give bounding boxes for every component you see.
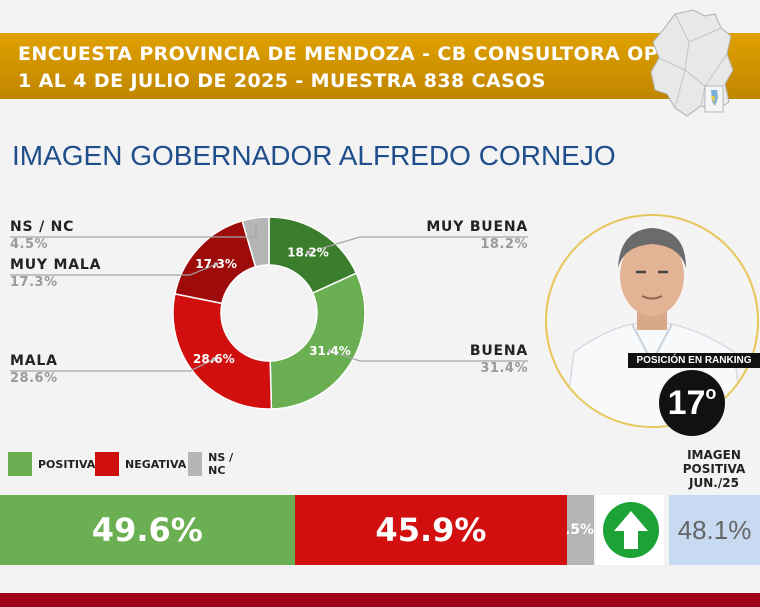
legend-label-negativa: NEGATIVA [125, 457, 187, 471]
label-buena-name: BUENA [469, 343, 528, 359]
leader-line-nsnc [10, 221, 257, 238]
ranking-position: 17 [667, 383, 706, 422]
legend-item-negativa: NEGATIVA [95, 452, 186, 476]
label-muy-buena-value: 18.2% [480, 237, 528, 252]
slice-value-buena: 31.4% [309, 344, 351, 358]
mendoza-map-icon [650, 9, 734, 117]
label-buena: BUENA 31.4% [400, 343, 528, 376]
legend-swatch-negativa [95, 452, 119, 476]
legend-swatch-positiva [8, 452, 32, 476]
leader-dot-buena [328, 349, 333, 354]
chart-title: IMAGEN GOBERNADOR ALFREDO CORNEJO [12, 140, 616, 171]
label-mala: MALA 28.6% [10, 353, 58, 386]
legend-swatch-nsnc [188, 452, 203, 476]
label-nsnc-value: 4.5% [10, 237, 49, 252]
label-mala-name: MALA [10, 353, 58, 369]
summary-value-negativa: 45.9% [375, 511, 487, 549]
summary-value-positiva: 49.6% [91, 511, 203, 549]
leader-line-muy-mala [10, 263, 217, 276]
previous-label-line-2: POSITIVA [682, 462, 746, 476]
previous-value: 48.1% [669, 495, 760, 565]
summary-segment-positiva: 49.6% [0, 495, 295, 565]
legend-item-positiva: POSITIVA [8, 452, 95, 476]
legend-item-nsnc: NS / NC [188, 451, 235, 477]
slice-value-mala: 28.6% [193, 352, 235, 366]
header-banner: ENCUESTA PROVINCIA DE MENDOZA - CB CONSU… [0, 33, 760, 99]
governor-photo [545, 214, 759, 428]
donut-slice-nsnc [241, 216, 270, 268]
previous-label-line-1: IMAGEN [687, 448, 741, 462]
previous-label-line-3: JUN./25 [689, 476, 739, 490]
leader-line-mala [10, 358, 215, 372]
summary-value-nsnc: 4.5% [567, 522, 594, 538]
label-nsnc-name: NS / NC [10, 219, 75, 235]
summary-bar: 49.6% 45.9% 4.5% [0, 495, 594, 565]
ranking-badge: 17 o [659, 370, 725, 436]
label-buena-value: 31.4% [480, 361, 528, 376]
previous-label: IMAGEN POSITIVA JUN./25 [670, 448, 758, 490]
label-mala-value: 28.6% [10, 371, 58, 386]
leader-dot-nsnc [254, 219, 259, 224]
leader-dot-muy-mala [214, 262, 219, 267]
slice-value-muy-buena: 18.2% [287, 245, 329, 259]
bottom-bar [0, 593, 760, 607]
ranking-suffix: o [705, 382, 717, 403]
slice-value-muy-mala: 17.3% [195, 257, 237, 271]
legend-label-positiva: POSITIVA [38, 457, 96, 471]
header-line-2: 1 AL 4 DE JULIO DE 2025 - MUESTRA 838 CA… [18, 70, 546, 92]
label-muy-buena-name: MUY BUENA [426, 219, 528, 235]
label-muy-buena: MUY BUENA 18.2% [400, 219, 528, 252]
ranking-label: POSICIÓN EN RANKING [628, 353, 760, 368]
leader-dot-muy-buena [305, 250, 310, 255]
legend-label-nsnc: NS / NC [208, 451, 234, 477]
summary-segment-negativa: 45.9% [294, 495, 568, 565]
label-muy-mala: MUY MALA 17.3% [10, 257, 101, 290]
up-arrow-icon [603, 502, 659, 558]
label-nsnc: NS / NC 4.5% [10, 219, 74, 252]
donut-slice-buena [269, 272, 366, 410]
header-line-1: ENCUESTA PROVINCIA DE MENDOZA - CB CONSU… [18, 43, 659, 65]
donut-slice-mala [172, 292, 273, 410]
summary-segment-nsnc: 4.5% [567, 495, 594, 565]
leader-line-buena [329, 350, 528, 362]
label-muy-mala-value: 17.3% [10, 275, 58, 290]
leader-line-muy-buena [307, 236, 528, 254]
leader-dot-mala [211, 357, 216, 362]
label-muy-mala-name: MUY MALA [10, 257, 102, 273]
